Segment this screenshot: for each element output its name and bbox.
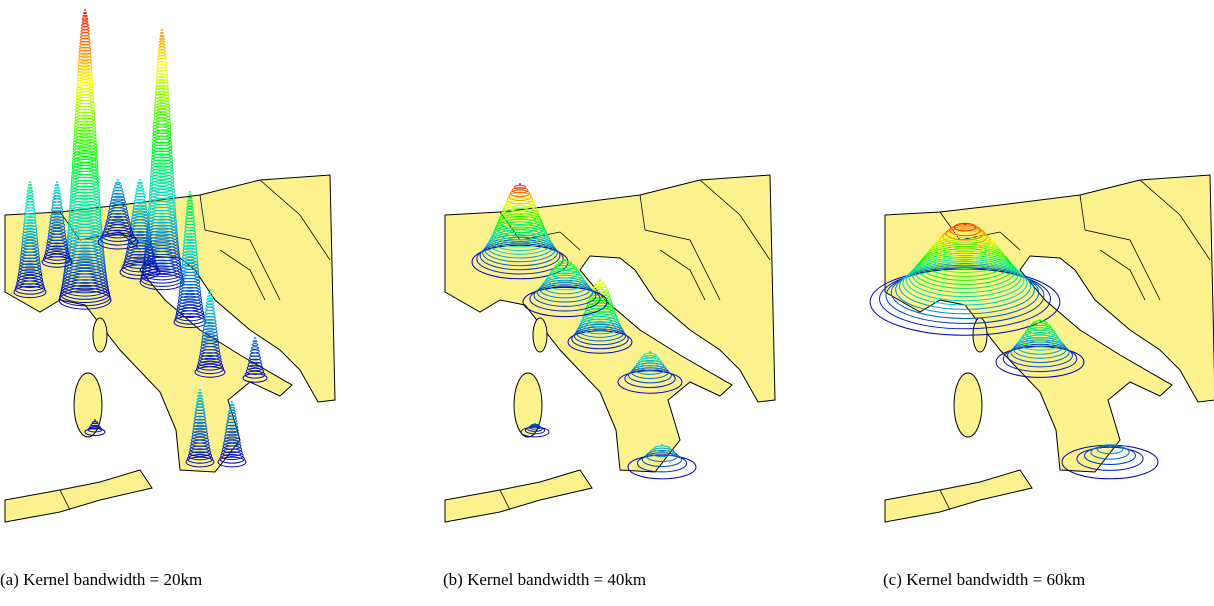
contour [189, 195, 192, 196]
contour [252, 344, 258, 346]
contour [160, 38, 165, 40]
figure: (a) Kernel bandwidth = 20km (b) Kernel b… [0, 0, 1214, 606]
contour [207, 298, 213, 300]
contour [231, 402, 233, 403]
land [885, 470, 1032, 522]
contour [115, 182, 120, 184]
contour [599, 280, 601, 281]
contour [161, 33, 164, 34]
contour [1109, 446, 1111, 447]
contour [53, 196, 61, 199]
contour [28, 187, 32, 189]
contour [199, 390, 201, 391]
contour [29, 182, 31, 183]
contour [81, 30, 89, 33]
land [5, 470, 152, 522]
map-panel [870, 175, 1214, 522]
contour [136, 188, 143, 191]
contour [83, 15, 87, 16]
contour [155, 97, 169, 102]
contour [82, 18, 87, 20]
contour [27, 193, 33, 195]
contour [55, 187, 60, 189]
contour [209, 290, 211, 291]
caption: (b) Kernel bandwidth = 40km [443, 570, 646, 590]
island [533, 318, 547, 352]
contour [160, 35, 164, 36]
contour [82, 21, 88, 23]
contour [1039, 320, 1041, 321]
contour [159, 41, 164, 43]
contour [137, 185, 143, 187]
contour [27, 190, 32, 192]
map-panel [445, 175, 775, 522]
contour [161, 30, 163, 31]
panels [0, 0, 1214, 560]
contour [54, 193, 61, 195]
contour [649, 352, 651, 353]
contour [251, 350, 260, 353]
contour [114, 185, 121, 188]
contour [253, 341, 257, 342]
contour [81, 27, 88, 30]
contour [661, 445, 663, 446]
contour [54, 190, 60, 192]
contour [206, 307, 215, 310]
contour [139, 180, 141, 181]
contour [56, 182, 58, 183]
contour [254, 338, 256, 339]
island [93, 318, 107, 352]
contour [82, 24, 89, 26]
contour [94, 420, 96, 421]
contour [27, 196, 34, 198]
contour [189, 192, 191, 193]
contour [596, 282, 604, 285]
caption: (c) Kernel bandwidth = 60km [883, 570, 1085, 590]
contour [53, 199, 62, 202]
contour [964, 224, 966, 225]
contour [26, 199, 34, 202]
land [445, 470, 592, 522]
contour [158, 56, 166, 59]
contour [28, 185, 31, 186]
contour [519, 184, 521, 185]
contour [158, 50, 165, 53]
contour [159, 44, 165, 46]
contour [564, 260, 566, 261]
contour [158, 53, 166, 56]
contour [113, 188, 122, 191]
land [445, 175, 775, 472]
contour [55, 184, 58, 185]
contour [534, 424, 536, 425]
contour [206, 304, 214, 307]
caption: (a) Kernel bandwidth = 20km [0, 570, 202, 590]
contour [117, 180, 119, 181]
contour [84, 10, 86, 11]
contour [230, 405, 234, 406]
contour [81, 33, 90, 36]
island [954, 373, 982, 437]
contour [138, 182, 142, 183]
land [885, 175, 1214, 472]
map-panel [5, 10, 335, 522]
contour [208, 295, 213, 297]
contour [136, 191, 144, 194]
contour [26, 202, 34, 205]
contour [251, 347, 258, 350]
contour [159, 47, 166, 49]
contour [207, 301, 214, 303]
contour [84, 12, 87, 13]
